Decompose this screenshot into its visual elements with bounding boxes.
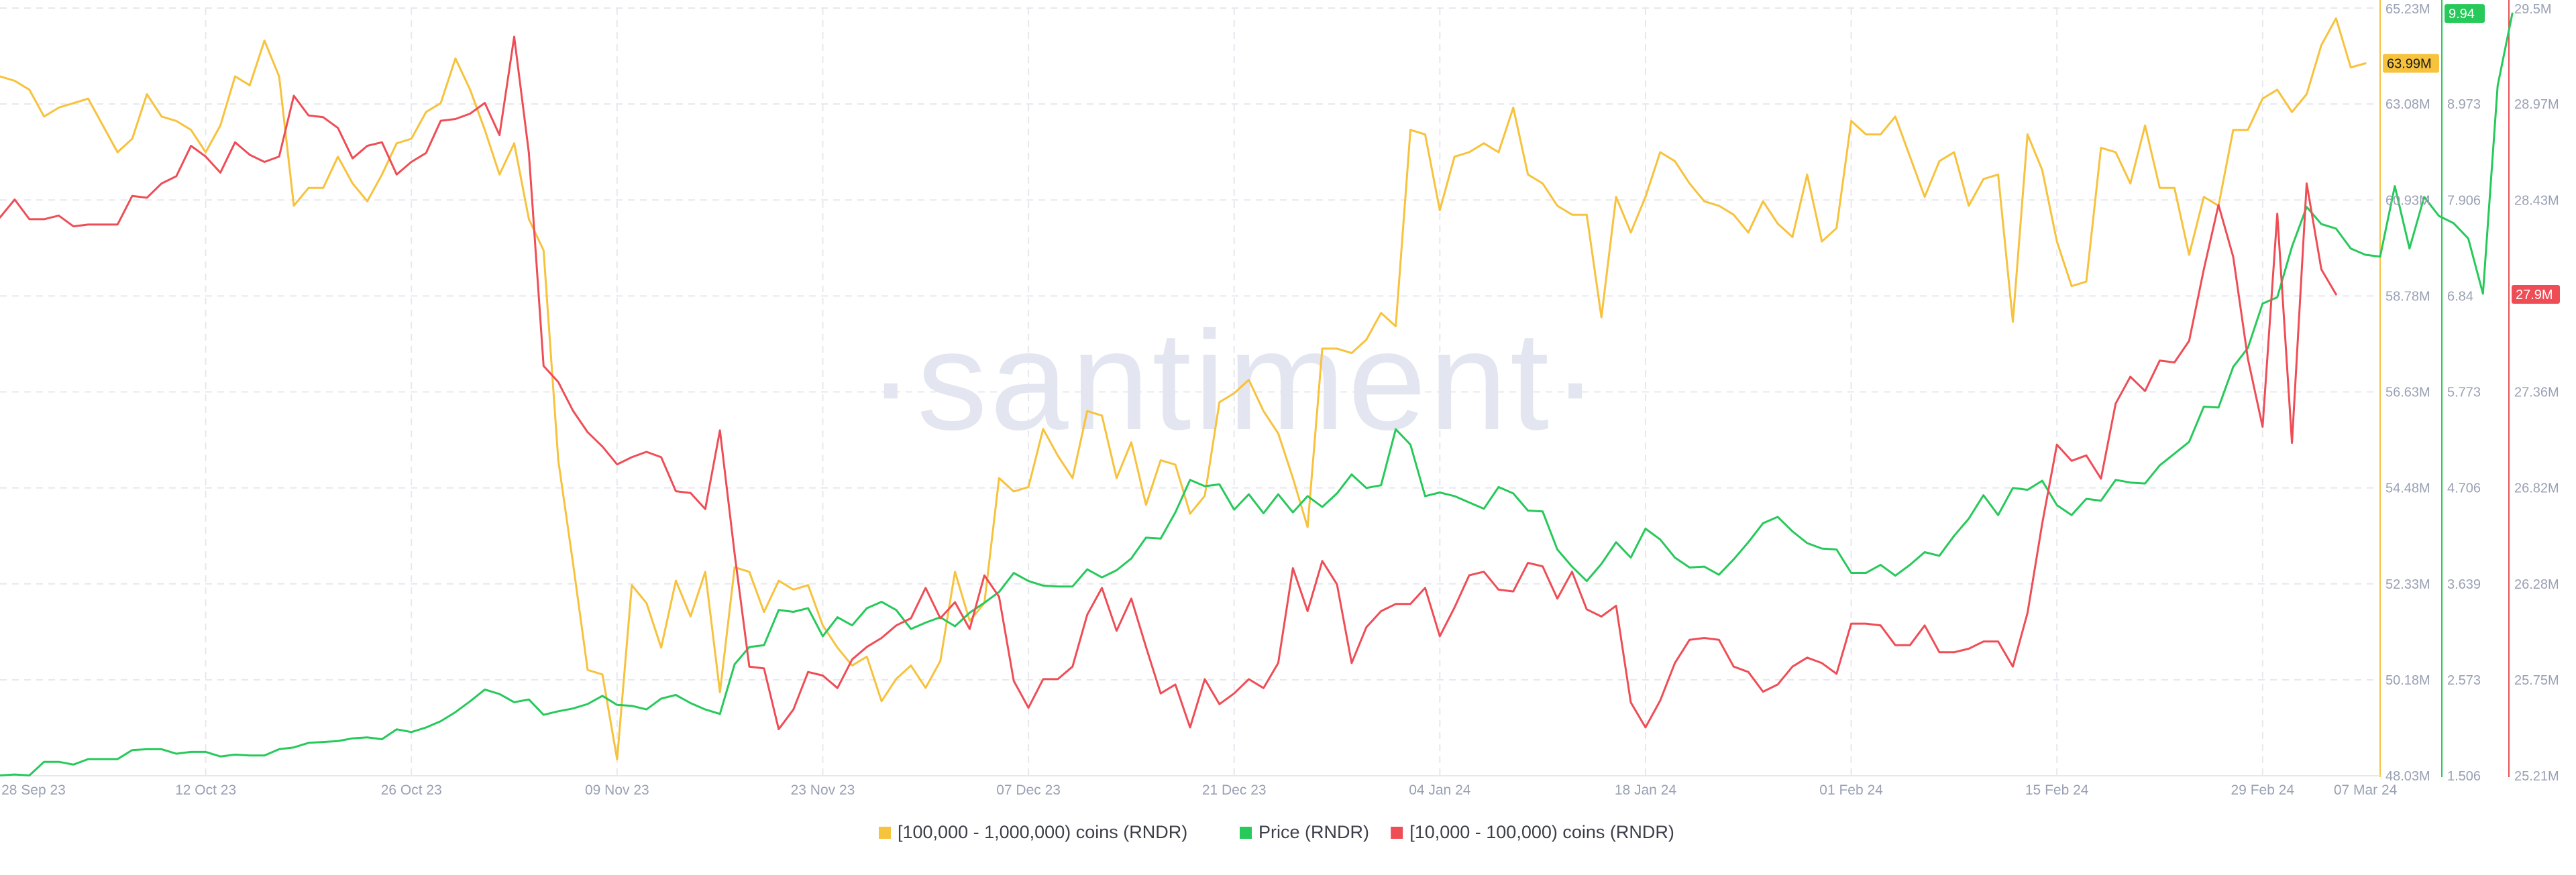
left-axis-tick-label: 50.18M (2385, 673, 2430, 688)
x-tick-label: 26 Oct 23 (381, 782, 442, 798)
x-tick-label: 18 Jan 24 (1615, 782, 1677, 798)
legend-label: [100,000 - 1,000,000) coins (RNDR) (898, 822, 1187, 842)
left-axis-tick-label: 54.48M (2385, 481, 2430, 496)
x-tick-label: 01 Feb 24 (1819, 782, 1883, 798)
right-axis-tick-label: 29.5M (2514, 2, 2552, 17)
grid-layer (0, 7, 2380, 776)
axis-lines (0, 0, 2510, 777)
x-tick-label: 15 Feb 24 (2025, 782, 2089, 798)
series-line-price (0, 12, 2514, 776)
legend-item-holders_10k_100k[interactable]: [10,000 - 100,000) coins (RNDR) (1391, 822, 1674, 842)
right-axis-tick-label: 25.75M (2514, 673, 2559, 688)
middle-axis-tick-label: 1.506 (2447, 769, 2481, 784)
right-axis-tick-label: 26.82M (2514, 481, 2559, 496)
last-value-text-middle: 9.94 (2449, 7, 2475, 21)
x-tick-label: 23 Nov 23 (791, 782, 855, 798)
legend-swatch (1391, 827, 1403, 839)
x-tick-label: 07 Mar 24 (2334, 782, 2398, 798)
legend-label: [10,000 - 100,000) coins (RNDR) (1409, 822, 1674, 842)
legend-swatch (879, 827, 891, 839)
last-value-badge-right (2512, 285, 2560, 304)
middle-axis-tick-label: 2.573 (2447, 673, 2481, 688)
right-axis-tick-label: 25.21M (2514, 769, 2559, 784)
last-value-badge-middle (2445, 4, 2485, 23)
middle-axis-tick-label: 7.906 (2447, 193, 2481, 208)
right-axis-tick-label: 28.43M (2514, 193, 2559, 208)
legend-item-holders_100k_1m[interactable]: [100,000 - 1,000,000) coins (RNDR) (879, 822, 1187, 842)
last-value-text-right: 27.9M (2516, 288, 2553, 302)
right-axis-tick-label: 27.36M (2514, 386, 2559, 400)
left-axis-tick-label: 65.23M (2385, 2, 2430, 17)
legend-item-price[interactable]: Price (RNDR) (1240, 822, 1369, 842)
tick-labels: 28 Sep 23 12 Oct 23 26 Oct 23 09 Nov 23 23 N… (1, 2, 2559, 798)
series-line-holders_10k_100k (0, 36, 2337, 731)
right-axis-tick-label: 26.28M (2514, 577, 2559, 592)
left-axis-tick-label: 48.03M (2385, 769, 2430, 784)
legend[interactable]: [100,000 - 1,000,000) coins (RNDR) Price … (879, 822, 1674, 842)
series-line-holders_100k_1m (0, 17, 2367, 760)
left-axis-tick-label: 60.93M (2385, 193, 2430, 208)
left-axis-tick-label: 52.33M (2385, 577, 2430, 592)
x-tick-label: 04 Jan 24 (1409, 782, 1471, 798)
x-tick-label: 07 Dec 23 (996, 782, 1061, 798)
x-tick-label: 09 Nov 23 (585, 782, 649, 798)
middle-axis-tick-label: 4.706 (2447, 481, 2481, 496)
series-layer (0, 12, 2514, 776)
x-tick-label: 12 Oct 23 (175, 782, 236, 798)
middle-axis-tick-label: 8.973 (2447, 97, 2481, 112)
right-axis-tick-label: 28.97M (2514, 97, 2559, 112)
x-tick-label: 28 Sep 23 (1, 782, 66, 798)
x-tick-label: 29 Feb 24 (2231, 782, 2295, 798)
last-value-badges: 63.99M 9.94 27.9M (2383, 4, 2560, 304)
last-value-text-left: 63.99M (2387, 57, 2432, 72)
middle-axis-tick-label: 6.84 (2447, 289, 2473, 304)
x-tick-label: 21 Dec 23 (1202, 782, 1267, 798)
legend-label: Price (RNDR) (1258, 822, 1369, 842)
last-value-badge-left (2383, 54, 2439, 73)
middle-axis-tick-label: 3.639 (2447, 577, 2481, 592)
middle-axis-tick-label: 5.773 (2447, 386, 2481, 400)
left-axis-tick-label: 56.63M (2385, 386, 2430, 400)
left-axis-tick-label: 58.78M (2385, 289, 2430, 304)
watermark-logo: ·santiment· (867, 302, 1601, 459)
left-axis-tick-label: 63.08M (2385, 97, 2430, 112)
legend-swatch (1240, 827, 1252, 839)
